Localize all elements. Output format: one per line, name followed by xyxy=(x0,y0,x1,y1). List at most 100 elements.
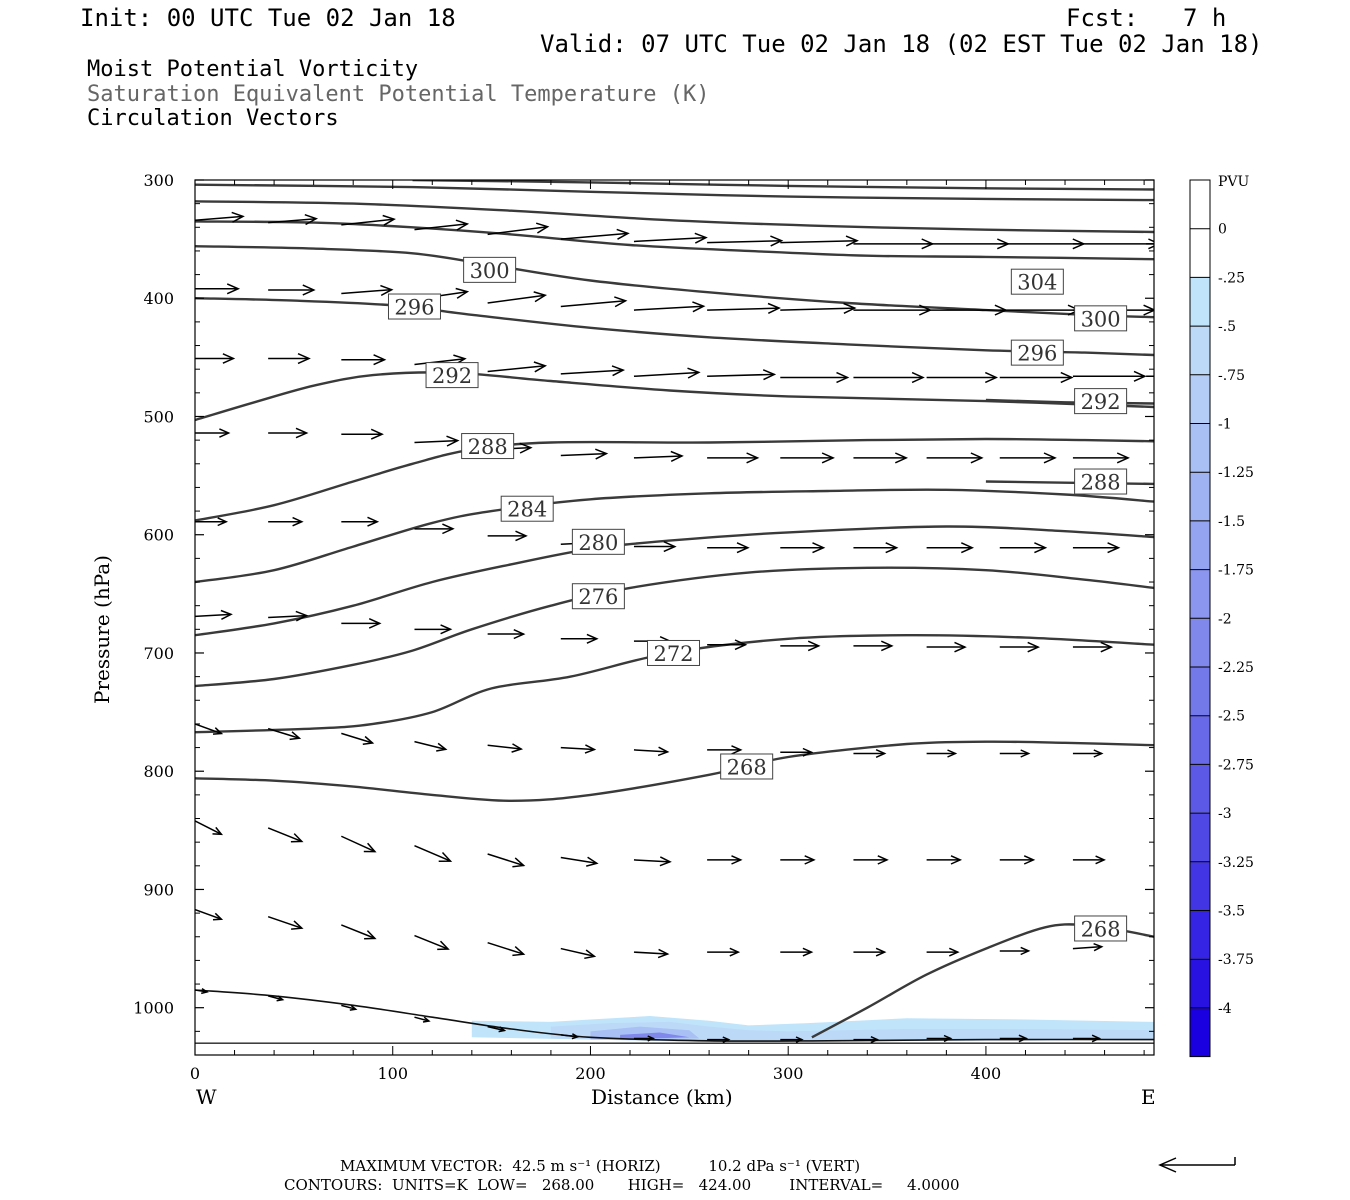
vector-arrow xyxy=(195,353,236,364)
axes: 300 400 500 600 700 800 900 1000 0 100 200 300 400 xyxy=(133,171,1154,1083)
vector-head xyxy=(870,1036,880,1044)
field-title-theta: Saturation Equivalent Potential Temperat… xyxy=(87,82,710,107)
vector-shaft xyxy=(560,947,595,957)
vector-shaft xyxy=(195,820,222,835)
vector-head xyxy=(843,302,857,314)
vector-arrow xyxy=(560,365,626,377)
contour-label-box xyxy=(647,639,701,666)
vector-head xyxy=(349,1004,358,1011)
vector-arrow xyxy=(853,855,889,865)
vector-arrow xyxy=(780,640,821,652)
colorbar-tick-label: -3.75 xyxy=(1218,952,1254,968)
colorbar-tick-label: -.5 xyxy=(1218,319,1236,335)
x-tick-label: 400 xyxy=(971,1064,1002,1083)
vector-arrow xyxy=(1072,238,1154,250)
vector-shaft xyxy=(341,218,395,226)
vector-head xyxy=(875,947,887,957)
vector-head xyxy=(212,912,224,921)
vector-shaft xyxy=(195,989,208,993)
vector-head xyxy=(440,624,453,635)
vector-arrow xyxy=(1072,370,1147,382)
vector-arrow xyxy=(707,542,750,554)
vector-arrow xyxy=(633,856,672,867)
x-end-label-right: E xyxy=(1141,1085,1156,1109)
colorbar-tick-label: -1.75 xyxy=(1218,563,1254,579)
vector-arrow xyxy=(195,987,209,995)
vector-shaft xyxy=(633,859,671,863)
vector-arrow xyxy=(926,238,1011,250)
vector-arrow xyxy=(487,1025,507,1033)
vector-head xyxy=(586,633,599,644)
colorbar-swatch xyxy=(1189,374,1211,424)
vector-shaft xyxy=(267,827,303,843)
vector-arrow xyxy=(926,542,975,554)
vector-head xyxy=(762,369,777,381)
vector-arrow xyxy=(560,228,630,240)
colorbar-tick-label: -.25 xyxy=(1218,270,1245,286)
circulation-vectors xyxy=(195,211,1154,1044)
vector-arrow xyxy=(1072,542,1121,554)
vector-shaft xyxy=(268,217,317,224)
vector-head xyxy=(616,228,630,240)
vector-arrow xyxy=(853,452,909,464)
vector-arrow xyxy=(780,371,850,384)
colorbar-tick-label: -2 xyxy=(1218,611,1232,627)
vector-head xyxy=(1018,1034,1029,1043)
vector-arrow xyxy=(414,435,460,447)
vector-shaft xyxy=(267,915,303,929)
vector-arrow xyxy=(268,213,319,226)
vector-head xyxy=(694,232,708,244)
vector-head xyxy=(885,542,899,554)
vector-arrow xyxy=(853,749,887,758)
vector-head xyxy=(736,542,750,554)
colorbar-tick-label: -.75 xyxy=(1218,368,1245,384)
vector-head xyxy=(1043,452,1057,464)
colorbar-swatch xyxy=(1189,471,1211,522)
vector-head xyxy=(442,523,455,535)
vector-arrow xyxy=(268,353,311,365)
vector-head xyxy=(595,448,609,460)
contour-label: 288 xyxy=(468,435,508,459)
vector-shaft xyxy=(341,288,392,295)
vector-shaft xyxy=(414,934,449,950)
forecast-label: Fcst: xyxy=(1066,4,1139,32)
contour-label: 292 xyxy=(432,364,472,388)
vector-shaft xyxy=(341,732,373,744)
vector-arrow xyxy=(414,740,448,752)
theta-contour-268 xyxy=(195,740,1154,803)
theta-contours xyxy=(195,180,1154,1044)
vector-arrow xyxy=(633,541,677,553)
vector-shaft xyxy=(414,1016,430,1022)
theta-contour-284 xyxy=(195,488,1154,584)
vector-head xyxy=(746,452,760,464)
vector-head xyxy=(455,219,470,231)
vector-head xyxy=(289,731,302,741)
vector-shaft xyxy=(487,294,546,304)
vector-head xyxy=(960,542,975,554)
vector-arrow xyxy=(268,427,309,439)
vector-head xyxy=(943,1034,953,1043)
vector-head xyxy=(219,428,231,438)
vector-arrow xyxy=(195,723,224,735)
colorbar-tick-label: -4 xyxy=(1218,1001,1232,1017)
vector-shaft xyxy=(267,727,300,739)
vector-arrow xyxy=(341,354,387,366)
vector-arrow xyxy=(780,542,826,554)
vector-arrow xyxy=(999,238,1086,250)
vector-shaft xyxy=(633,455,682,459)
vector-head xyxy=(1133,370,1147,382)
vector-arrow xyxy=(926,749,958,758)
vector-shaft xyxy=(560,300,626,308)
vector-arrow xyxy=(780,302,857,314)
vector-shaft xyxy=(414,223,468,231)
vector-head xyxy=(670,450,684,462)
vector-arrow xyxy=(707,639,748,651)
vector-head xyxy=(291,920,304,930)
vector-shaft xyxy=(195,723,222,735)
contour-label: 272 xyxy=(653,642,693,666)
vector-shaft xyxy=(267,995,283,1001)
colorbar-swatch xyxy=(1189,1007,1211,1057)
contour-label: 300 xyxy=(470,259,510,283)
vector-shaft xyxy=(487,1025,505,1032)
vector-head xyxy=(657,746,670,757)
